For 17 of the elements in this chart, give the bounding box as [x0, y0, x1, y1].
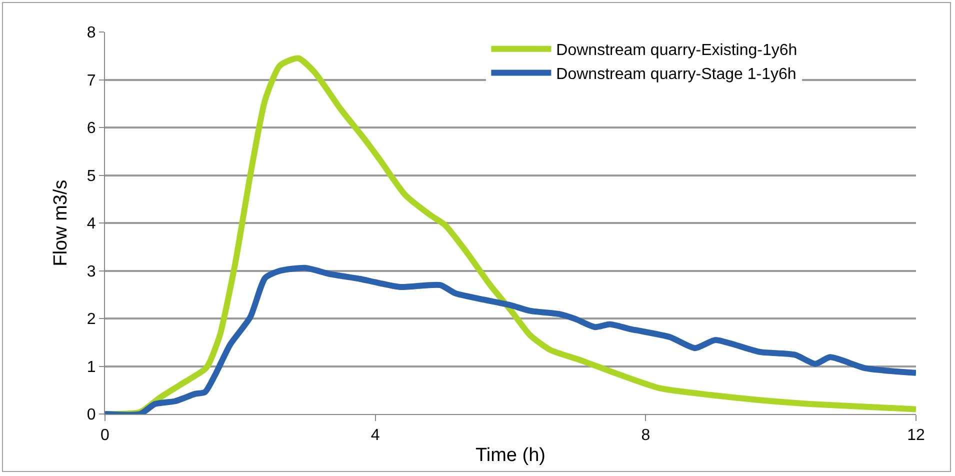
y-tick-label: 0	[86, 406, 96, 424]
y-tick-label: 1	[86, 358, 96, 376]
y-tick-label: 7	[86, 72, 96, 90]
x-tick-label: 0	[100, 427, 110, 444]
y-tick-label: 6	[86, 120, 96, 138]
x-tick-label: 8	[641, 427, 650, 444]
y-axis-title: Flow m3/s	[50, 180, 72, 266]
legend-label: Downstream quarry-Existing-1y6h	[556, 42, 798, 60]
y-tick-label: 5	[86, 168, 96, 185]
x-axis-title: Time (h)	[475, 445, 546, 466]
y-tick-label: 2	[86, 311, 96, 328]
y-tick-label: 3	[86, 263, 96, 280]
x-tick-label: 12	[907, 427, 925, 444]
y-tick-label: 4	[86, 216, 96, 233]
legend-label: Downstream quarry-Stage 1-1y6h	[556, 66, 796, 83]
x-tick-label: 4	[370, 427, 380, 444]
y-tick-label: 8	[86, 24, 96, 42]
